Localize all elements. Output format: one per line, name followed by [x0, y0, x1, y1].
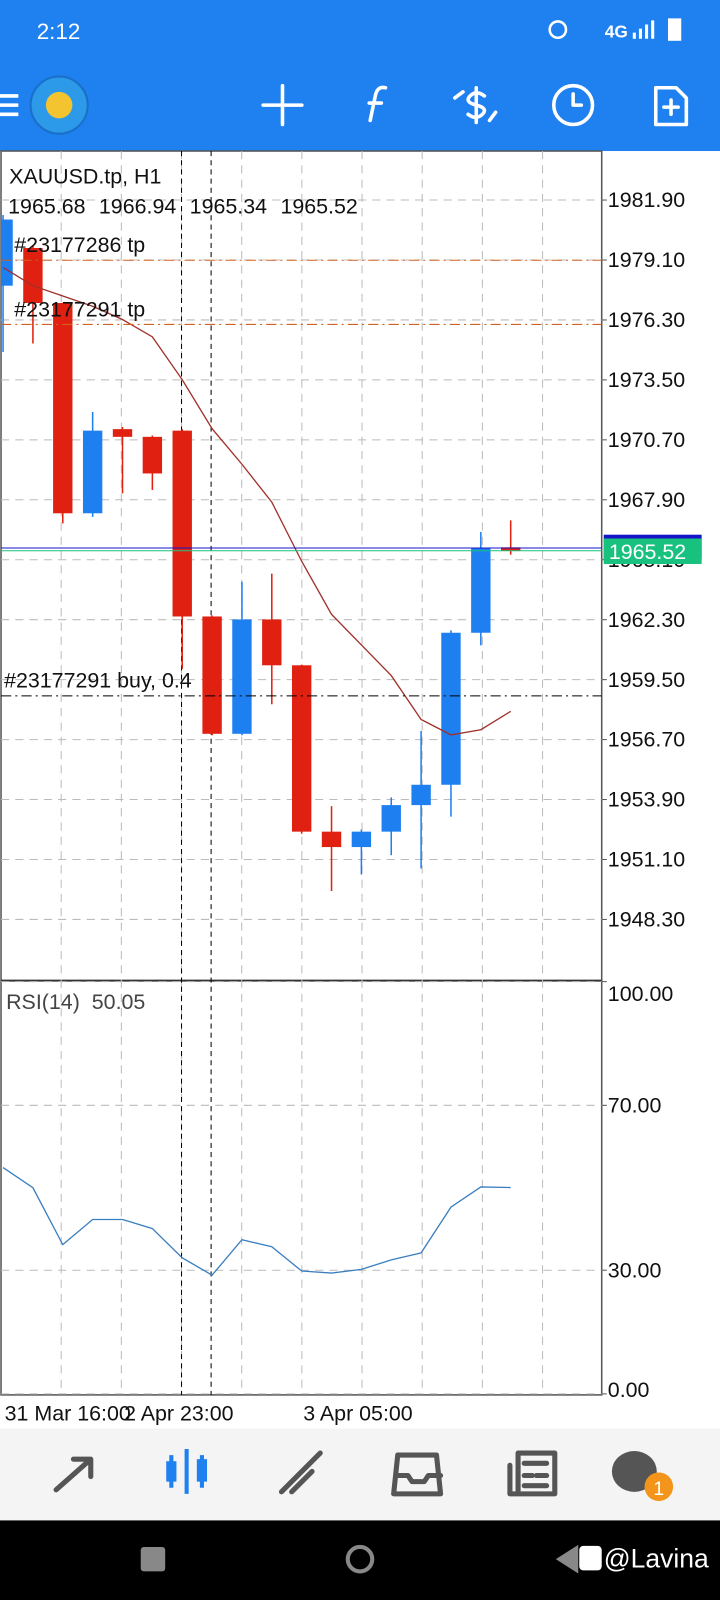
- y-tick-label: 1970.70: [608, 428, 685, 452]
- candle-body: [172, 430, 192, 617]
- candle-body: [501, 547, 521, 551]
- home-button[interactable]: [345, 1544, 375, 1574]
- candle-body: [232, 619, 252, 734]
- network-type: 4G: [605, 22, 628, 42]
- y-tick-label: 1981.90: [608, 188, 685, 212]
- rsi-line: [2, 1167, 511, 1277]
- recents-button[interactable]: [140, 1546, 166, 1572]
- candle-body: [1, 219, 13, 286]
- nav-chart-body: [166, 1461, 177, 1482]
- candles: [1, 215, 602, 891]
- crosshair-button[interactable]: [261, 83, 304, 127]
- y-tick-label: 1967.90: [608, 488, 685, 512]
- top-bar: [0, 0, 720, 152]
- candle-body: [291, 665, 312, 832]
- badge: [644, 1472, 674, 1502]
- moving-average: [2, 266, 512, 736]
- candle-body: [381, 805, 401, 832]
- candle-body: [411, 784, 431, 806]
- candle-body: [142, 436, 163, 474]
- x-tick-label: 2 Apr 23:00: [124, 1401, 234, 1425]
- axis: 1981.90 1979.10 1976.30 1973.50 1970.70 1967.…: [5, 188, 702, 1425]
- y-tick-label: 1956.70: [608, 728, 685, 752]
- y-tick-label: 1951.10: [608, 848, 685, 872]
- candle-body: [441, 632, 461, 785]
- y-tick-label: 0.00: [608, 1378, 650, 1402]
- bid-box: [603, 538, 702, 565]
- app-logo-center: [45, 91, 73, 119]
- nav-trade[interactable]: [278, 1450, 323, 1495]
- candle-body: [471, 547, 491, 633]
- candle-body: [262, 619, 282, 666]
- rsi-value: 50.05: [92, 990, 146, 1014]
- y-tick-label: 1959.50: [608, 668, 685, 692]
- new-order-button[interactable]: [653, 85, 689, 127]
- y-tick-label: 70.00: [608, 1093, 662, 1117]
- rsi-title: RSI(14): [6, 990, 80, 1014]
- clock: 2:12: [37, 19, 81, 44]
- order-label: #23177291 tp: [14, 297, 145, 321]
- watermark-icon: [579, 1545, 602, 1571]
- nav-quotes[interactable]: [53, 1456, 94, 1493]
- y-tick-label: 1976.30: [608, 308, 685, 332]
- candle-body: [23, 248, 43, 304]
- battery-icon: [667, 18, 682, 41]
- order-label: #23177291 buy, 0.4: [4, 669, 192, 693]
- timeframe-button[interactable]: [551, 83, 595, 127]
- badge-count: 1: [653, 1478, 664, 1500]
- alarm-icon: [548, 20, 568, 40]
- candle-body: [53, 303, 73, 514]
- y-tick-label: 1979.10: [608, 248, 685, 272]
- candle-body: [321, 831, 342, 848]
- y-tick-label: 1973.50: [608, 368, 685, 392]
- candle-body: [112, 429, 133, 437]
- timeframe-hand: [571, 92, 584, 107]
- bottom-nav: [0, 1428, 720, 1521]
- candle-body: [202, 616, 222, 734]
- indicators-button[interactable]: [367, 85, 388, 123]
- signal-icon: [632, 20, 655, 39]
- x-tick-label: 3 Apr 05:00: [303, 1401, 413, 1425]
- bid-label: 1965.52: [609, 540, 686, 564]
- menu-button[interactable]: [0, 94, 19, 117]
- ohlc-high: 1966.94: [99, 194, 176, 218]
- candle-body: [82, 430, 103, 514]
- ohlc-close: 1965.52: [280, 194, 357, 218]
- y-tick-label: 30.00: [608, 1258, 662, 1282]
- nav-history[interactable]: [391, 1452, 444, 1497]
- nav-news[interactable]: [507, 1450, 558, 1497]
- y-tick-label: 100.00: [608, 982, 674, 1006]
- nav-chart-body: [196, 1459, 208, 1482]
- y-tick-label: 1962.30: [608, 608, 685, 632]
- symbol-title: XAUUSD.tp, H1: [9, 165, 161, 189]
- ohlc-open: 1965.68: [8, 194, 85, 218]
- trade-button[interactable]: [453, 85, 498, 125]
- order-label: #23177286 tp: [14, 233, 145, 257]
- watermark: @Lavina: [604, 1543, 709, 1573]
- y-tick-label: 1948.30: [608, 908, 685, 932]
- candle-body: [351, 831, 372, 848]
- back-button[interactable]: [555, 1544, 579, 1574]
- plot: #23177286 tp #23177291 tp #23177291 buy, 0…: [1, 215, 602, 1277]
- ohlc-low: 1965.34: [190, 194, 267, 218]
- x-tick-label: 31 Mar 16:00: [5, 1401, 131, 1425]
- y-tick-label: 1953.90: [608, 788, 685, 812]
